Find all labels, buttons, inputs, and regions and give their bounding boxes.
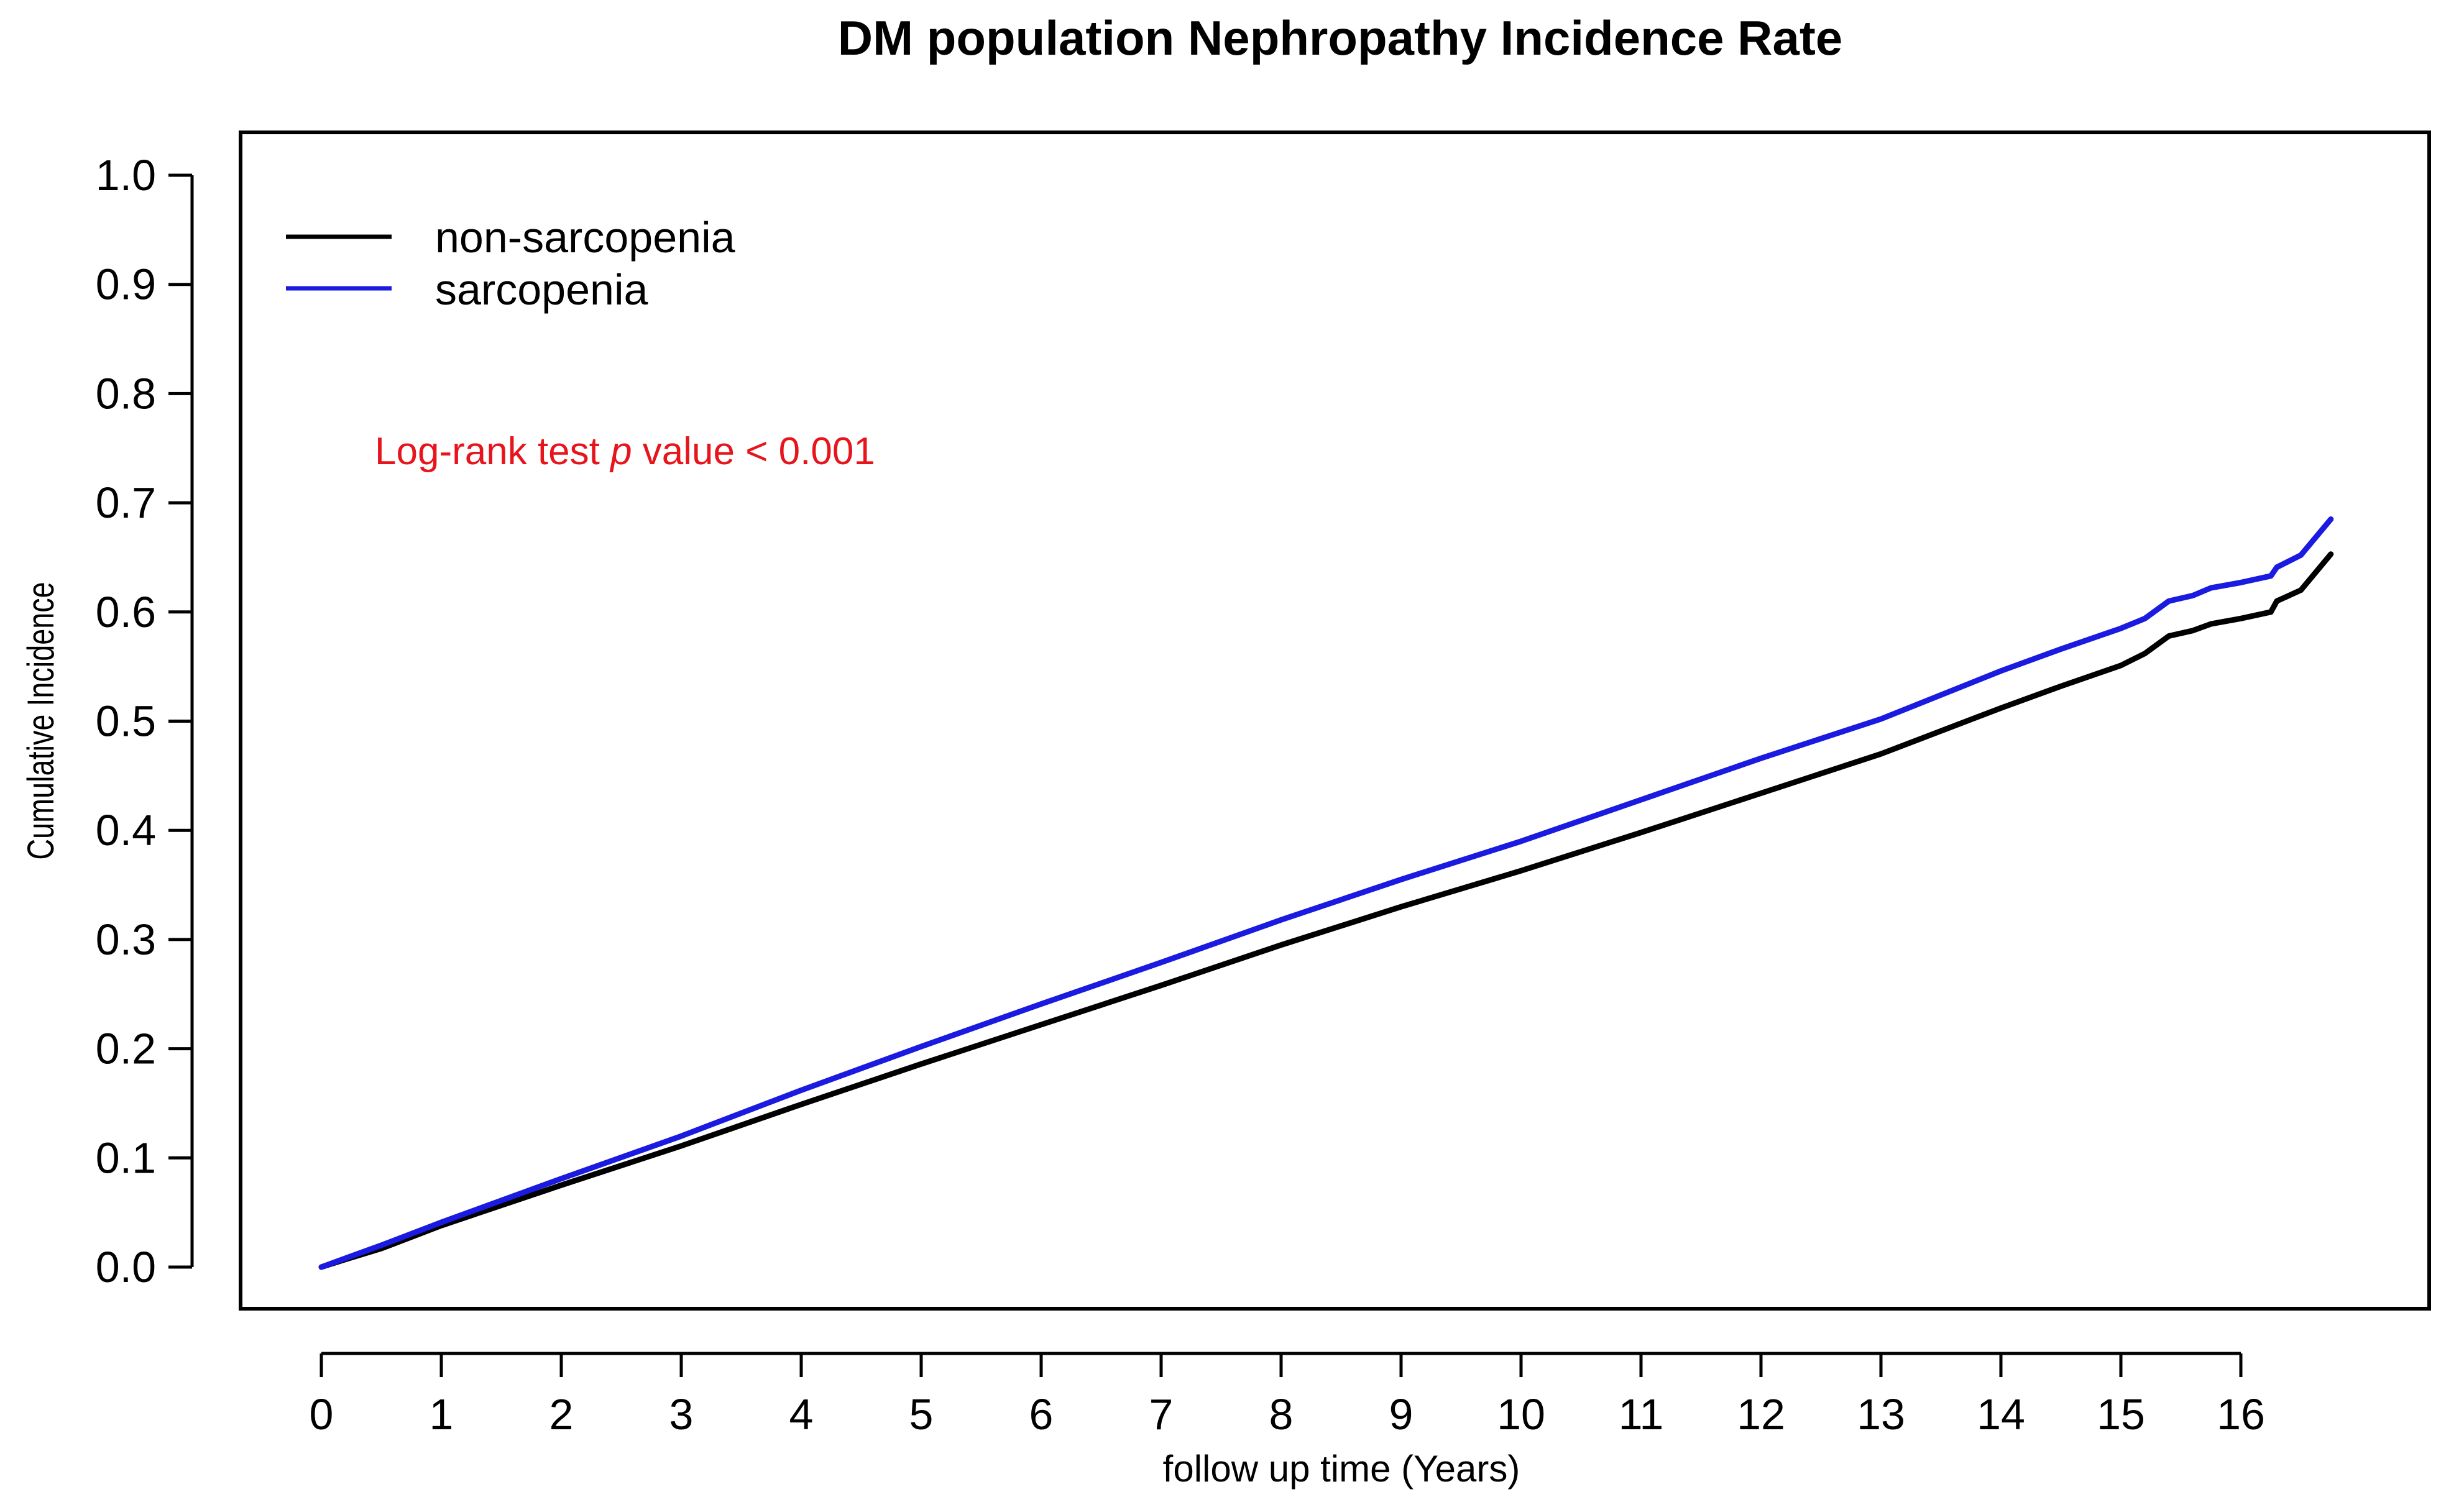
y-tick-label: 0.6 xyxy=(96,588,156,636)
x-tick-label: 14 xyxy=(1977,1390,2025,1439)
series-line-sarcopenia xyxy=(318,516,2334,1270)
x-tick-label: 8 xyxy=(1269,1390,1294,1439)
y-tick-label: 1.0 xyxy=(96,151,156,199)
chart-title: DM population Nephropathy Incidence Rate xyxy=(838,11,1842,65)
x-axis: 0 1 2 3 4 5 6 7 8 9 10 11 12 13 14 15 16 xyxy=(310,1352,2265,1439)
y-tick-label: 0.7 xyxy=(96,478,156,527)
x-tick-label: 0 xyxy=(310,1390,334,1439)
x-axis-label: follow up time (Years) xyxy=(1163,1448,1520,1490)
x-tick-label: 12 xyxy=(1737,1390,1785,1439)
legend-label-sarcopenia: sarcopenia xyxy=(435,265,648,314)
x-tick-label: 13 xyxy=(1857,1390,1905,1439)
x-tick-label: 16 xyxy=(2217,1390,2265,1439)
y-axis: 0.0 0.1 0.2 0.3 0.4 0.5 0.6 0.7 0.8 0.9 1.0 xyxy=(96,151,194,1291)
x-tick-label: 11 xyxy=(1619,1390,1664,1439)
series-line-non-sarcopenia xyxy=(318,551,2334,1270)
y-tick-label: 0.4 xyxy=(96,806,156,854)
series-layer xyxy=(318,516,2334,1270)
x-tick-label: 5 xyxy=(909,1390,934,1439)
x-tick-label: 6 xyxy=(1029,1390,1054,1439)
annotation-prefix: Log-rank test xyxy=(375,430,610,473)
y-axis-label: Cumulative Incidence xyxy=(20,582,62,859)
legend-label-non-sarcopenia: non-sarcopenia xyxy=(435,213,735,262)
annotation-suffix: value < 0.001 xyxy=(632,430,875,473)
y-tick-label: 0.5 xyxy=(96,697,156,746)
y-tick-label: 0.3 xyxy=(96,915,156,964)
x-tick-label: 2 xyxy=(549,1390,574,1439)
x-tick-label: 15 xyxy=(2097,1390,2145,1439)
plot-frame xyxy=(239,130,2431,1311)
y-tick-label: 0.0 xyxy=(96,1243,156,1291)
x-tick-label: 4 xyxy=(789,1390,814,1439)
y-tick-label: 0.9 xyxy=(96,260,156,309)
x-tick-label: 9 xyxy=(1389,1390,1414,1439)
x-tick-label: 7 xyxy=(1149,1390,1174,1439)
x-tick-label: 3 xyxy=(669,1390,694,1439)
x-tick-label: 10 xyxy=(1497,1390,1545,1439)
log-rank-annotation: Log-rank test p value < 0.001 xyxy=(375,430,875,473)
y-tick-label: 0.1 xyxy=(96,1133,156,1182)
x-tick-label: 1 xyxy=(430,1390,454,1439)
y-tick-label: 0.2 xyxy=(96,1025,156,1073)
legend: non-sarcopenia sarcopenia xyxy=(286,213,735,314)
annotation-p-symbol: p xyxy=(609,430,632,473)
y-tick-label: 0.8 xyxy=(96,369,156,418)
